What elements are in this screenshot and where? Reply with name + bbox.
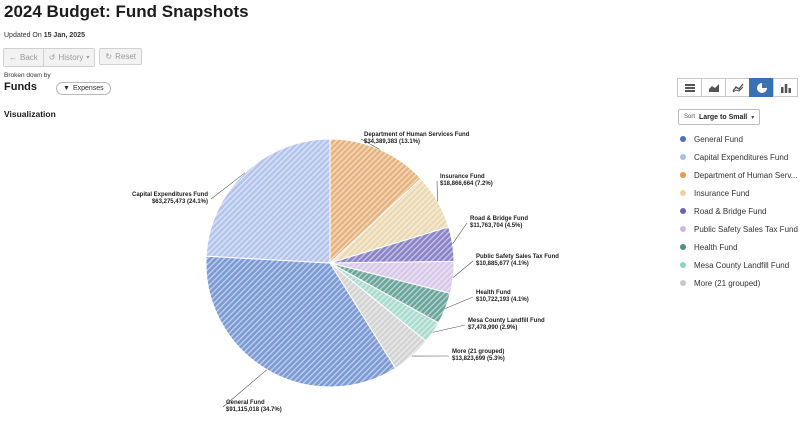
slice-label-mesa-county-landfill-fund: Mesa County Landfill Fund <box>468 318 545 324</box>
leader-line-mesa-county-landfill-fund <box>432 324 466 333</box>
pie-slices <box>205 138 455 388</box>
breakdown-title[interactable]: Funds <box>4 81 37 93</box>
expenses-filter-chip[interactable]: ▼ Expenses <box>56 82 111 95</box>
legend-item-mesa-county-landfill-fund[interactable]: Mesa County Landfill Fund <box>680 256 800 274</box>
legend-item-department-of-human-serv[interactable]: Department of Human Serv... <box>680 166 800 184</box>
back-label: Back <box>20 53 38 62</box>
legend-item-capital-expenditures-fund[interactable]: Capital Expenditures Fund <box>680 148 800 166</box>
pie-slice-more-21-grouped[interactable] <box>329 262 427 369</box>
table-icon <box>684 83 695 92</box>
pie-leader-lines <box>210 138 474 408</box>
legend-label: Road & Bridge Fund <box>694 206 767 216</box>
pie-chart: General Fund$91,115,018 (34.7%) Capital E… <box>132 132 559 413</box>
slice-value-insurance-fund: $18,866,664 (7.2%) <box>440 181 493 187</box>
sort-prefix: Sort <box>684 114 696 120</box>
leader-line-department-of-human-services-fund <box>360 138 380 150</box>
slice-label-insurance-fund: Insurance Fund <box>440 174 485 180</box>
slice-label-health-fund: Health Fund <box>476 290 511 296</box>
pie-view-button[interactable] <box>749 78 774 97</box>
bar-view-button[interactable] <box>773 78 798 97</box>
slice-value-general-fund: $91,115,018 (34.7%) <box>226 407 282 413</box>
slice-value-public-safety-sales-tax-fund: $10,885,677 (4.1%) <box>476 261 529 267</box>
legend-swatch <box>680 154 686 160</box>
pie-chart-icon <box>756 82 767 93</box>
slice-value-road-bridge-fund: $11,763,704 (4.5%) <box>470 223 522 229</box>
slice-label-capital-expenditures-fund: Capital Expenditures Fund <box>132 192 208 198</box>
leader-line-insurance-fund <box>436 180 438 202</box>
sort-select[interactable]: Sort Large to Small ▾ <box>678 109 761 125</box>
legend-swatch <box>680 172 686 178</box>
slice-value-capital-expenditures-fund: $63,275,473 (24.1%) <box>152 199 208 205</box>
slice-label-public-safety-sales-tax-fund: Public Safety Sales Tax Fund <box>476 254 559 260</box>
arrow-left-icon: ← <box>9 53 17 62</box>
pie-labels: General Fund$91,115,018 (34.7%) Capital E… <box>132 132 559 413</box>
pie-slice-capital-expenditures-fund[interactable] <box>205 138 331 264</box>
legend-label: Public Safety Sales Tax Fund <box>694 224 798 234</box>
bar-chart-icon <box>780 83 791 93</box>
legend-label: Department of Human Serv... <box>694 170 798 180</box>
expenses-filter-label: Expenses <box>72 85 104 92</box>
history-label: History <box>58 53 84 62</box>
leader-line-public-safety-sales-tax-fund <box>452 260 474 278</box>
history-button[interactable]: ↺ History ▾ <box>42 49 95 66</box>
legend-item-public-safety-sales-tax-fund[interactable]: Public Safety Sales Tax Fund <box>680 220 800 238</box>
area-view-button[interactable] <box>701 78 726 97</box>
legend-item-insurance-fund[interactable]: Insurance Fund <box>680 184 800 202</box>
slice-value-mesa-county-landfill-fund: $7,478,990 (2.9%) <box>468 325 517 331</box>
page-title: 2024 Budget: Fund Snapshots <box>4 2 249 21</box>
pie-slice-general-fund[interactable] <box>205 255 397 388</box>
history-icon: ↺ <box>48 53 56 62</box>
slice-value-health-fund: $10,722,193 (4.1%) <box>476 297 529 303</box>
legend-label: Capital Expenditures Fund <box>694 152 789 162</box>
table-view-button[interactable] <box>677 78 702 97</box>
visualization-title: Visualization <box>4 109 56 119</box>
legend-item-health-fund[interactable]: Health Fund <box>680 238 800 256</box>
leader-line-health-fund <box>445 296 474 309</box>
legend-label: Health Fund <box>694 242 738 252</box>
slice-label-more-21-grouped: More (21 grouped) <box>452 349 504 355</box>
slice-label-general-fund: General Fund <box>226 400 265 406</box>
legend-label: Insurance Fund <box>694 188 750 198</box>
legend-label: General Fund <box>694 134 743 144</box>
caret-down-icon: ▾ <box>86 55 90 61</box>
legend-item-more-21-grouped[interactable]: More (21 grouped) <box>680 274 800 292</box>
legend-swatch <box>680 136 686 142</box>
legend-swatch <box>680 208 686 214</box>
reset-label: Reset <box>115 52 137 61</box>
leader-line-road-bridge-fund <box>452 222 468 245</box>
broken-down-label: Broken down by <box>4 72 51 79</box>
reset-button[interactable]: ↻ Reset <box>99 48 143 65</box>
back-history-group: ← Back ↺ History ▾ <box>3 48 96 67</box>
history-toolbar: ← Back ↺ History ▾ ↻ Reset <box>3 48 143 67</box>
reset-icon: ↻ <box>105 52 113 61</box>
pie-slice-department-of-human-services-fund[interactable] <box>329 138 422 265</box>
line-chart-icon <box>731 83 744 92</box>
legend-swatch <box>680 262 686 268</box>
area-chart-icon <box>708 83 719 92</box>
legend-swatch <box>680 226 686 232</box>
sort-value: Large to Small <box>699 113 748 121</box>
updated-prefix: Updated On <box>4 32 42 39</box>
legend-label: Mesa County Landfill Fund <box>694 260 790 270</box>
legend-label: More (21 grouped) <box>694 278 761 288</box>
line-view-button[interactable] <box>725 78 750 97</box>
legend-swatch <box>680 280 686 286</box>
legend-swatch <box>680 190 686 196</box>
back-button[interactable]: ← Back <box>4 49 43 66</box>
slice-label-department-of-human-services-fund: Department of Human Services Fund <box>364 132 470 138</box>
chart-legend: General Fund Capital Expenditures Fund Dep… <box>680 130 800 292</box>
filter-icon: ▼ <box>63 85 70 92</box>
legend-swatch <box>680 244 686 250</box>
legend-item-road-bridge-fund[interactable]: Road & Bridge Fund <box>680 202 800 220</box>
leader-line-capital-expenditures-fund <box>210 172 245 200</box>
slice-label-road-bridge-fund: Road & Bridge Fund <box>470 216 528 222</box>
slice-value-department-of-human-services-fund: $34,389,383 (13.1%) <box>364 139 420 145</box>
caret-down-icon: ▾ <box>751 114 755 121</box>
legend-item-general-fund[interactable]: General Fund <box>680 130 800 148</box>
updated-date: 15 Jan, 2025 <box>43 32 85 39</box>
updated-on: Updated On 15 Jan, 2025 <box>4 32 85 39</box>
slice-value-more-21-grouped: $13,823,699 (5.3%) <box>452 356 505 362</box>
leader-line-general-fund <box>222 369 267 408</box>
view-mode-switch <box>677 78 798 97</box>
